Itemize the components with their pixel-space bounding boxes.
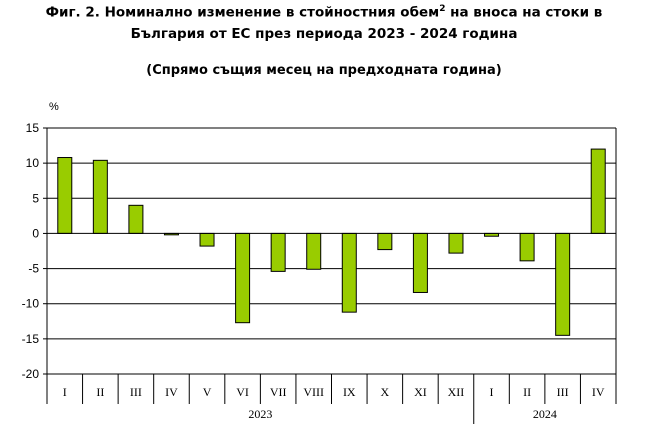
year-group-label: 2023 bbox=[248, 407, 272, 421]
y-tick-label: -20 bbox=[22, 367, 40, 381]
gridlines bbox=[47, 127, 616, 340]
y-tick-label: 5 bbox=[32, 191, 39, 205]
bar bbox=[270, 232, 286, 272]
year-group-label: 2024 bbox=[533, 407, 557, 421]
bar bbox=[128, 204, 144, 234]
chart-title-line-1: Фиг. 2. Номинално изменение в стойностни… bbox=[45, 4, 603, 21]
bar bbox=[412, 232, 428, 293]
y-axis-unit-label: % bbox=[49, 101, 59, 113]
bar bbox=[448, 232, 464, 254]
x-category-label: VII bbox=[270, 385, 287, 399]
x-category-label: III bbox=[557, 385, 569, 399]
y-tick-label: -5 bbox=[28, 262, 39, 276]
bar bbox=[377, 232, 393, 251]
bar bbox=[306, 232, 322, 270]
x-category-label: III bbox=[130, 385, 142, 399]
x-category-label: XII bbox=[448, 385, 465, 399]
bar bbox=[590, 148, 606, 234]
y-tick-label: 15 bbox=[26, 121, 40, 135]
bar bbox=[555, 232, 571, 336]
x-category-labels: I II III IV V VI VII VIII IX X XI XII I II III IV bbox=[63, 385, 605, 399]
bar bbox=[92, 159, 108, 234]
x-category-label: VI bbox=[236, 385, 249, 399]
y-tick-label: 0 bbox=[32, 226, 39, 240]
x-category-label: II bbox=[96, 385, 104, 399]
y-tick-label: -15 bbox=[22, 332, 40, 346]
x-category-label: I bbox=[63, 385, 67, 399]
bar bbox=[235, 232, 251, 324]
y-tick-labels: 15 10 5 0 -5 -10 -15 -20 bbox=[22, 121, 40, 381]
x-category-label: IV bbox=[592, 385, 605, 399]
x-category-label: IX bbox=[343, 385, 356, 399]
bar bbox=[199, 232, 215, 247]
y-tick-label: -10 bbox=[22, 297, 40, 311]
year-group-labels: 2023 2024 bbox=[248, 407, 557, 421]
y-tick-label: 10 bbox=[26, 156, 40, 170]
x-category-label: VIII bbox=[303, 385, 324, 399]
x-category-label: I bbox=[490, 385, 494, 399]
axes bbox=[43, 127, 617, 424]
x-category-label: V bbox=[203, 385, 212, 399]
x-category-label: II bbox=[523, 385, 531, 399]
bar bbox=[341, 232, 357, 313]
x-category-label: X bbox=[381, 385, 390, 399]
chart-title-line-2: България от ЕС през периода 2023 - 2024 … bbox=[130, 26, 518, 42]
bar bbox=[519, 232, 535, 262]
bars bbox=[57, 148, 606, 336]
x-category-label: XI bbox=[414, 385, 427, 399]
chart-subtitle: (Спрямо същия месец на предходната годин… bbox=[146, 63, 502, 78]
x-category-label: IV bbox=[165, 385, 178, 399]
bar bbox=[57, 157, 73, 234]
